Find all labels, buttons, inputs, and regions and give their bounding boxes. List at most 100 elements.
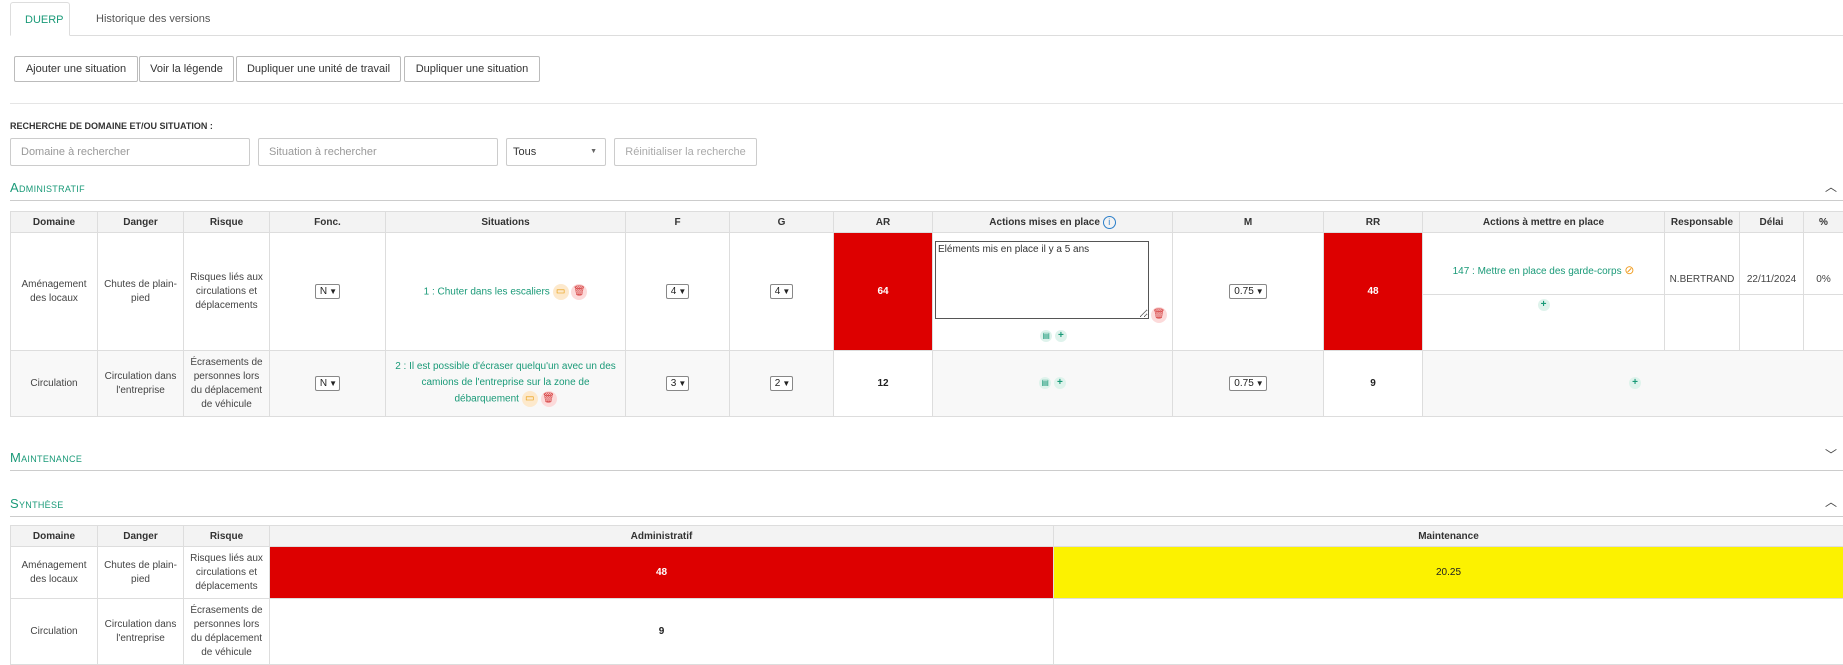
col-header-actions-done: Actions mises en place i	[933, 212, 1173, 233]
cell-g: 2▼	[730, 351, 834, 417]
cell-f: 4▼	[626, 233, 730, 351]
cell-administratif-score: 9	[270, 599, 1054, 665]
f-select[interactable]: 3▼	[666, 376, 689, 391]
info-icon[interactable]: i	[1103, 216, 1116, 229]
chevron-down-icon: ▼	[678, 379, 686, 388]
fonc-select[interactable]: N▼	[315, 284, 340, 299]
cell-fonc: N▼	[270, 351, 386, 417]
cell-domaine: Circulation	[11, 351, 98, 417]
add-icon[interactable]: +	[1538, 299, 1550, 311]
chevron-down-icon: ▼	[782, 379, 790, 388]
col-header-delai: Délai	[1740, 212, 1804, 233]
cell-risque: Risques liés aux circulations et déplace…	[184, 547, 270, 599]
cell-danger: Circulation dans l'entreprise	[98, 351, 184, 417]
tab-version-history[interactable]: Historique des versions	[82, 2, 224, 36]
table-row: Aménagement des locaux Chutes de plain-p…	[11, 547, 1843, 599]
fonc-select-value: N	[320, 286, 327, 297]
section-divider	[10, 516, 1843, 517]
table-header-row: Domaine Danger Risque Administratif Main…	[11, 526, 1843, 547]
actions-done-textarea[interactable]	[935, 241, 1149, 319]
f-select[interactable]: 4▼	[666, 284, 689, 299]
reset-search-button[interactable]: Réinitialiser la recherche	[614, 138, 757, 166]
chevron-down-icon: ▼	[1256, 379, 1264, 388]
g-select-value: 4	[775, 286, 781, 297]
cell-actions-todo: 147 : Mettre en place des garde-corps ⊘ …	[1423, 233, 1665, 351]
col-header-danger: Danger	[98, 212, 184, 233]
trash-icon[interactable]: 🗑	[571, 284, 587, 300]
cell-domaine: Aménagement des locaux	[11, 547, 98, 599]
folder-icon[interactable]: ▭	[553, 284, 569, 300]
comment-icon[interactable]: ▤	[1040, 330, 1052, 342]
cell-m: 0.75▼	[1173, 233, 1324, 351]
situation-link[interactable]: 2 : Il est possible d'écraser quelqu'un …	[395, 361, 616, 405]
col-header-danger: Danger	[98, 526, 184, 547]
trash-icon[interactable]: 🗑	[541, 391, 557, 407]
action-todo-link[interactable]: 147 : Mettre en place des garde-corps	[1453, 266, 1622, 277]
cell-actions-todo: +	[1423, 351, 1843, 417]
col-header-risque: Risque	[184, 526, 270, 547]
comment-icon[interactable]: ▤	[1039, 377, 1051, 389]
folder-icon[interactable]: ▭	[522, 391, 538, 407]
synthesis-table: Domaine Danger Risque Administratif Main…	[10, 525, 1843, 665]
view-legend-button[interactable]: Voir la légende	[139, 56, 234, 82]
table-row: Circulation Circulation dans l'entrepris…	[11, 351, 1843, 417]
chevron-down-icon[interactable]: ﹀	[1825, 446, 1837, 463]
caret-down-icon: ▼	[590, 139, 597, 165]
tab-bar: DUERP Historique des versions	[10, 2, 1843, 36]
forbidden-icon[interactable]: ⊘	[1624, 263, 1634, 277]
col-header-fonc: Fonc.	[270, 212, 386, 233]
risk-table-administratif: Domaine Danger Risque Fonc. Situations F…	[10, 211, 1843, 417]
g-select[interactable]: 4▼	[770, 284, 793, 299]
cell-administratif-score: 48	[270, 547, 1054, 599]
col-header-responsable: Responsable	[1665, 212, 1740, 233]
col-header-domaine: Domaine	[11, 212, 98, 233]
g-select-value: 2	[775, 378, 781, 389]
duplicate-situation-button[interactable]: Dupliquer une situation	[404, 56, 540, 82]
col-header-maintenance: Maintenance	[1054, 526, 1843, 547]
m-select-value: 0.75	[1234, 286, 1253, 297]
col-header-domaine: Domaine	[11, 526, 98, 547]
section-title-administratif[interactable]: Administratif	[10, 180, 85, 195]
action-todo-item: 147 : Mettre en place des garde-corps ⊘	[1423, 263, 1664, 279]
add-situation-button[interactable]: Ajouter une situation	[14, 56, 138, 82]
cell-g: 4▼	[730, 233, 834, 351]
section-divider	[10, 200, 1843, 201]
m-select[interactable]: 0.75▼	[1229, 284, 1266, 299]
cell-situation: 1 : Chuter dans les escaliers ▭ 🗑	[386, 233, 626, 351]
m-select[interactable]: 0.75▼	[1229, 376, 1266, 391]
cell-danger: Circulation dans l'entreprise	[98, 599, 184, 665]
cell-rr: 9	[1324, 351, 1423, 417]
add-icon[interactable]: +	[1054, 377, 1066, 389]
section-title-maintenance[interactable]: Maintenance	[10, 450, 82, 465]
chevron-down-icon: ▼	[329, 287, 337, 296]
filter-select-value: Tous	[513, 146, 536, 158]
chevron-up-icon[interactable]: ︿	[1825, 178, 1837, 195]
filter-select[interactable]: Tous ▼	[506, 138, 606, 166]
col-header-situations: Situations	[386, 212, 626, 233]
add-icon[interactable]: +	[1055, 330, 1067, 342]
situation-search-input[interactable]	[258, 138, 498, 166]
domain-search-input[interactable]	[10, 138, 250, 166]
tab-duerp[interactable]: DUERP	[10, 2, 70, 36]
col-header-percent: %	[1804, 212, 1843, 233]
cell-maintenance-score: 20.25	[1054, 547, 1843, 599]
cell-domaine: Aménagement des locaux	[11, 233, 98, 351]
situation-link[interactable]: 1 : Chuter dans les escaliers	[424, 286, 550, 297]
fonc-select[interactable]: N▼	[315, 376, 340, 391]
cell-risque: Écrasements de personnes lors du déplace…	[184, 351, 270, 417]
g-select[interactable]: 2▼	[770, 376, 793, 391]
chevron-down-icon: ▼	[329, 379, 337, 388]
chevron-down-icon: ▼	[782, 287, 790, 296]
duplicate-work-unit-button[interactable]: Dupliquer une unité de travail	[236, 56, 401, 82]
section-title-synthese[interactable]: Synthèse	[10, 496, 64, 511]
actions-done-header-label: Actions mises en place	[989, 217, 1100, 228]
cell-domaine: Circulation	[11, 599, 98, 665]
cell-fonc: N▼	[270, 233, 386, 351]
trash-icon[interactable]: 🗑	[1151, 307, 1167, 323]
add-icon[interactable]: +	[1629, 377, 1641, 389]
col-header-administratif: Administratif	[270, 526, 1054, 547]
chevron-up-icon[interactable]: ︿	[1825, 493, 1837, 510]
fonc-select-value: N	[320, 378, 327, 389]
cell-danger: Chutes de plain-pied	[98, 233, 184, 351]
cell-risque: Risques liés aux circulations et déplace…	[184, 233, 270, 351]
